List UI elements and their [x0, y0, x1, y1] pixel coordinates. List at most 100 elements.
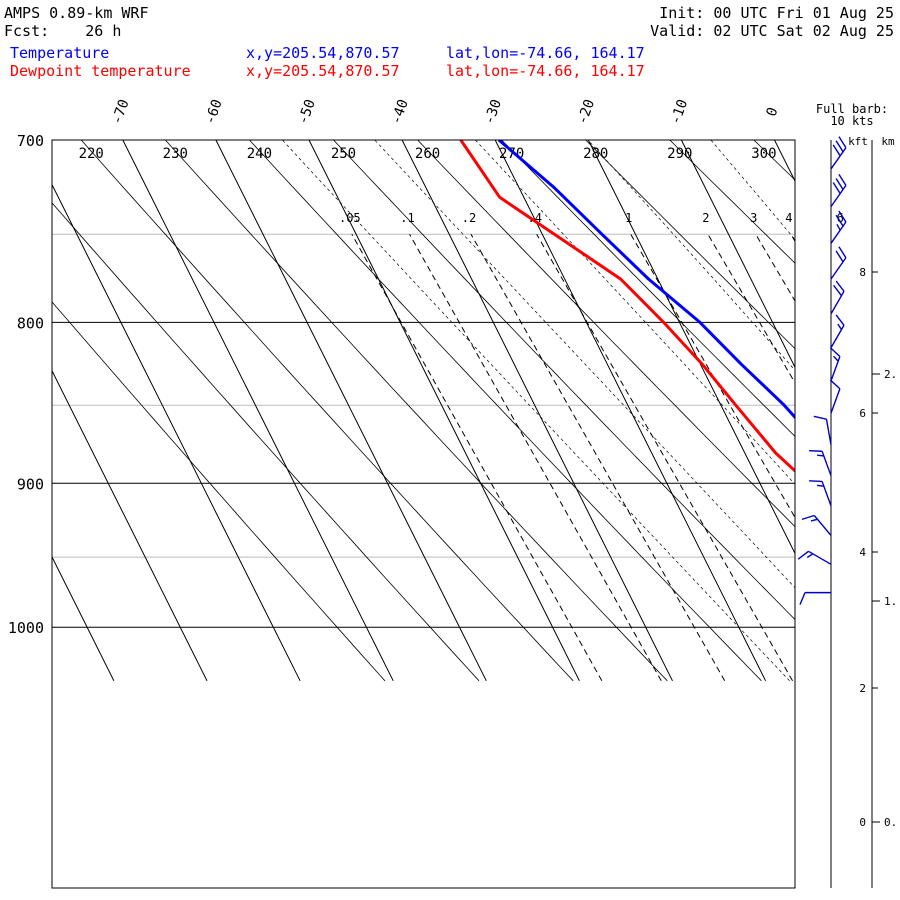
- wind-barb: [830, 173, 847, 208]
- legend-dewpoint-latlon: lat,lon=-74.66, 164.17: [446, 62, 645, 80]
- dry-adiabat-280: [585, 140, 795, 350]
- wind-barb-half: [806, 553, 814, 559]
- wind-barb-full: [832, 182, 841, 194]
- wind-barb: [830, 136, 847, 170]
- temperature-profile-line: [497, 140, 795, 420]
- wind-barb: [809, 449, 832, 476]
- legend-dewpoint-name: Dewpoint temperature: [10, 62, 191, 80]
- moist-adiabat-0: [587, 140, 795, 371]
- wind-barb-full: [838, 136, 847, 149]
- mixing-ratio-label: 3: [750, 211, 757, 225]
- pressure-label: 1000: [8, 619, 44, 637]
- isotherm--90: [52, 369, 208, 682]
- wind-barb: [830, 314, 845, 349]
- mixing-ratio-line-1: [409, 233, 662, 682]
- wind-barb: [801, 514, 832, 536]
- mixing-ratio-line-8: [842, 234, 900, 681]
- valid-time: Valid: 02 UTC Sat 02 Aug 25: [650, 22, 894, 40]
- legend-temperature-xy: x,y=205.54,870.57: [246, 44, 400, 62]
- temperature-label: -20: [574, 97, 598, 126]
- wind-barb-staff: [830, 257, 847, 280]
- wind-barb: [797, 550, 832, 565]
- wind-barb: [829, 347, 841, 382]
- theta-label: 300: [751, 146, 776, 162]
- temperature-label: -50: [295, 97, 319, 126]
- wind-barb-full: [809, 480, 823, 483]
- dry-adiabat-220: [80, 140, 574, 682]
- km-tick-label: 0.: [884, 816, 897, 829]
- barb-legend-line2: 10 kts: [830, 114, 873, 128]
- mixing-ratio-label: 1: [625, 211, 632, 225]
- dry-adiabat-250: [333, 140, 795, 621]
- moist-adiabat--30: [282, 140, 790, 682]
- wind-barb: [799, 591, 831, 605]
- wind-barb-half: [837, 323, 843, 330]
- isotherm--60: [215, 140, 487, 682]
- wind-barb-full: [835, 214, 844, 227]
- mixing-ratio-line-2: [470, 233, 726, 682]
- wind-barb-staff: [830, 388, 841, 414]
- wind-barb-full: [838, 246, 847, 259]
- isotherm--80: [52, 183, 301, 682]
- temperature-label: 0: [764, 105, 782, 118]
- temperature-label: -10: [668, 97, 692, 126]
- kft-tick-label: 2: [859, 682, 866, 695]
- dry-adiabat-210: [52, 202, 480, 682]
- moist-adiabat--20: [374, 140, 795, 589]
- km-tick-label: 2.: [884, 368, 897, 381]
- theta-label: 250: [331, 146, 356, 162]
- mixing-ratio-line-7: [790, 233, 795, 243]
- mixing-ratio-label: .2: [462, 211, 476, 225]
- theta-label: 220: [79, 146, 104, 162]
- isotherm--100: [52, 555, 115, 682]
- wind-barb: [830, 280, 845, 315]
- wind-barb-staff: [830, 147, 847, 170]
- wind-barb-staff: [830, 184, 847, 208]
- wind-barb-staff: [830, 324, 845, 349]
- kft-tick-label: 6: [859, 407, 866, 420]
- kft-tick-label: 4: [859, 546, 866, 559]
- mixing-ratio-label: 6: [837, 211, 844, 225]
- wind-barb-half: [833, 355, 839, 362]
- wind-barb-staff: [830, 290, 845, 315]
- legend-temperature-latlon: lat,lon=-74.66, 164.17: [446, 44, 645, 62]
- wind-barb-staff: [825, 419, 832, 445]
- wind-barb-full: [833, 284, 843, 297]
- temperature-label: -40: [388, 97, 412, 126]
- wind-barb-full: [829, 347, 841, 357]
- mixing-ratio-label: 2: [702, 211, 709, 225]
- init-time: Init: 00 UTC Fri 01 Aug 25: [659, 4, 894, 22]
- km-tick-label: 1.: [884, 595, 897, 608]
- mixing-ratio-label: .05: [339, 211, 361, 225]
- wind-barb-half: [817, 484, 824, 487]
- model-title: AMPS 0.89-km WRF: [4, 4, 149, 22]
- dry-adiabat-230: [165, 140, 668, 682]
- height-axis: 0 2 4 6 8 0. 1. 2.: [859, 140, 897, 888]
- legend-dewpoint-xy: x,y=205.54,870.57: [246, 62, 400, 80]
- mixing-ratio-line-6: [755, 233, 795, 302]
- barb-legend-line1: Full barb:: [816, 102, 888, 116]
- wind-barb-full: [809, 449, 823, 452]
- theta-label: 260: [415, 146, 440, 162]
- wind-barb-half: [836, 223, 841, 231]
- mixing-ratio-label: .1: [400, 211, 414, 225]
- wind-barb-full: [813, 415, 827, 420]
- wind-barb-full: [797, 550, 809, 560]
- wind-barb-full: [801, 514, 815, 521]
- background-lines: [52, 140, 900, 682]
- profiles: [459, 140, 795, 473]
- wind-barb-staff: [808, 550, 832, 565]
- wind-barb-full: [838, 173, 847, 186]
- pressure-label: 700: [17, 132, 44, 150]
- wind-barb: [830, 210, 847, 244]
- wind-barb-staff: [830, 356, 841, 382]
- wind-barb: [809, 480, 832, 507]
- mixing-ratio-line-0: [351, 233, 603, 682]
- theta-label: 240: [247, 146, 272, 162]
- wind-barb-staff: [821, 481, 832, 507]
- mixing-ratio-label: 4: [785, 211, 792, 225]
- kft-label: kft: [848, 135, 868, 148]
- wind-barb: [829, 379, 841, 414]
